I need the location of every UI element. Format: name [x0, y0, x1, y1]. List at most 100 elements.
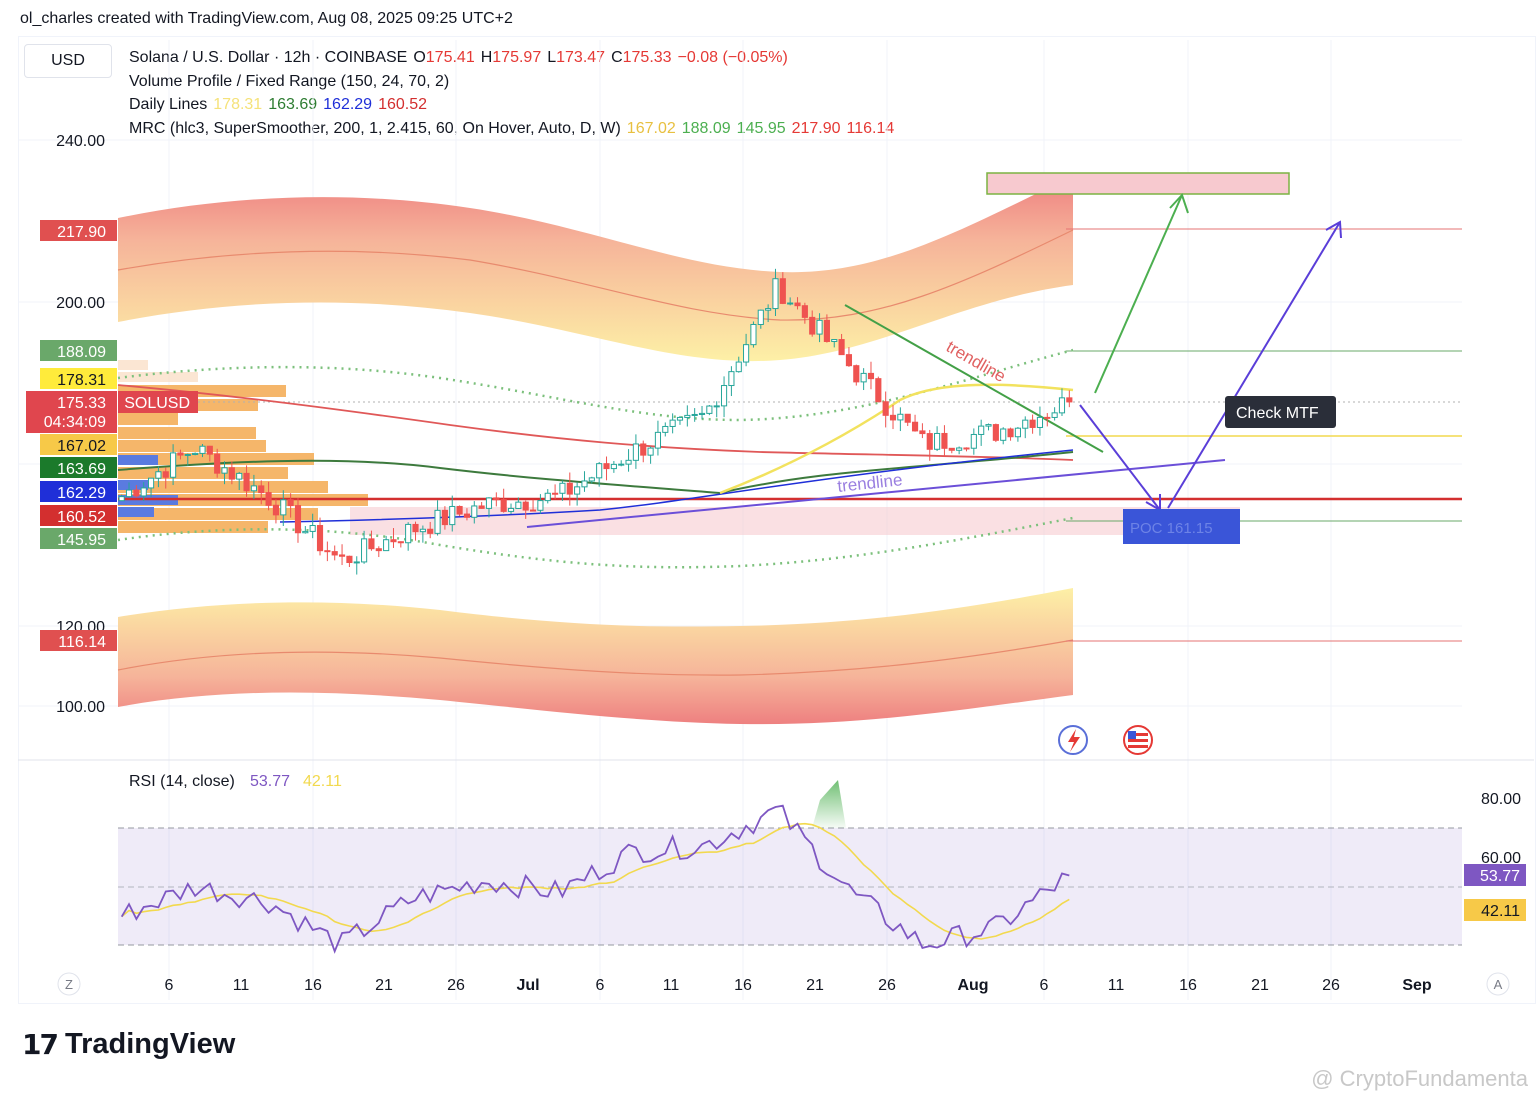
daily-lines-legend[interactable]: Daily Lines 178.31 163.69 162.29 160.52	[129, 96, 433, 114]
time-tick-aug-11: 11	[1108, 977, 1125, 994]
candle-body	[118, 496, 125, 502]
candle-body	[728, 371, 735, 387]
candle-body	[184, 453, 191, 456]
candle-body	[669, 419, 676, 427]
mrc-legend[interactable]: MRC (hlc3, SuperSmoother, 200, 1, 2.415,…	[129, 120, 900, 138]
candle-body	[919, 430, 926, 435]
low-label: L	[547, 49, 557, 66]
candle-body	[529, 509, 537, 512]
candle-body	[970, 433, 977, 449]
candle-body	[427, 528, 434, 534]
zoom-button[interactable]: Z	[57, 972, 81, 996]
candle-body	[478, 505, 485, 509]
badge-167-02: 167.02	[57, 438, 106, 455]
trendline-up	[526, 459, 1226, 528]
open-value: 175.41	[425, 49, 475, 66]
time-tick-jul-6: 6	[596, 977, 605, 994]
candle-body	[177, 452, 184, 456]
time-tick-aug-26: 26	[1322, 977, 1340, 994]
candle-body	[485, 497, 493, 509]
candle-body	[338, 554, 346, 557]
candle-body	[206, 445, 213, 455]
candle-body	[449, 505, 456, 526]
candle-body	[544, 492, 551, 502]
watermark: @ CryptoFundamenta	[1311, 1066, 1528, 1091]
candle-body	[978, 425, 985, 435]
badge-175-33: 175.33	[57, 395, 106, 412]
candle-body	[882, 401, 889, 416]
candle-body	[1029, 419, 1036, 428]
rsi-line	[120, 804, 1070, 954]
us-flag-event-icon[interactable]	[1123, 725, 1153, 755]
tradingview-logo[interactable]: 17 TradingView	[22, 1028, 235, 1061]
candle-body	[287, 499, 294, 507]
candle-body	[757, 309, 764, 325]
candle-body	[853, 365, 860, 383]
tradingview-logo-icon: 17	[22, 1028, 59, 1061]
candle-body	[390, 539, 397, 543]
candle-body	[765, 308, 772, 311]
candle-body	[294, 505, 302, 534]
mrc-upper-inner-dots	[117, 348, 1074, 422]
time-tick-jul: Jul	[516, 977, 539, 994]
candle-body	[162, 471, 169, 478]
time-tick-jun-16: 16	[304, 977, 322, 994]
currency-selector[interactable]: USD	[24, 44, 112, 78]
candle-body	[956, 447, 963, 451]
event-icons[interactable]	[1058, 725, 1153, 755]
chart-credit-header: ol_charles created with TradingView.com,…	[20, 10, 513, 27]
candle-body	[691, 413, 698, 416]
mrc-value-3: 145.95	[736, 120, 786, 137]
symbol-name: Solana / U.S. Dollar · 12h · COINBASE	[129, 49, 408, 66]
candle-body	[632, 443, 639, 461]
mrc-lower-inner-dots	[117, 516, 1074, 569]
candle-body	[845, 354, 853, 367]
candle-body	[559, 482, 566, 494]
rsi-badge-ma: 42.11	[1481, 903, 1520, 920]
mrc-value-4: 217.90	[791, 120, 841, 137]
candle-body	[867, 372, 875, 380]
high-value: 175.97	[492, 49, 542, 66]
candle-body	[250, 485, 257, 492]
candle-body	[662, 425, 669, 433]
candle-body	[743, 344, 750, 363]
candle-body	[911, 421, 919, 432]
auto-scale-button[interactable]: A	[1486, 972, 1510, 996]
candle-body	[706, 405, 713, 414]
time-axis: 6 11 16 21 26 Jul 6 11 16 21 26 Aug 6 11…	[165, 977, 1432, 994]
badge-188-09: 188.09	[57, 344, 106, 361]
price-tick-200: 200.00	[56, 295, 105, 312]
candle-body	[522, 501, 529, 511]
projection-arrows	[1079, 193, 1342, 512]
price-tick-100: 100.00	[56, 699, 105, 716]
time-tick-aug-21: 21	[1251, 977, 1269, 994]
check-mtf-note[interactable]: Check MTF	[1225, 396, 1336, 428]
candle-body	[537, 500, 544, 511]
lightning-event-icon[interactable]	[1058, 725, 1088, 755]
check-mtf-label: Check MTF	[1236, 405, 1319, 422]
candle-body	[221, 467, 228, 474]
candle-body	[133, 489, 140, 497]
badge-116-14: 116.14	[58, 634, 106, 651]
daily-line-value-3: 162.29	[323, 96, 373, 113]
rsi-ma-line	[121, 822, 1070, 940]
candle-body	[280, 499, 287, 516]
candle-body	[684, 414, 691, 418]
time-tick-aug-6: 6	[1040, 977, 1049, 994]
candle-body	[992, 424, 999, 441]
candle-body	[412, 523, 419, 533]
candle-body	[787, 302, 794, 305]
badge-162-29: 162.29	[57, 485, 106, 502]
change-value: −0.08 (−0.05%)	[677, 49, 788, 66]
volume-profile-legend[interactable]: Volume Profile / Fixed Range (150, 24, 7…	[129, 73, 450, 90]
trendline-down	[844, 304, 1104, 453]
candle-body	[302, 530, 309, 534]
time-tick-aug: Aug	[957, 977, 988, 994]
candle-body	[963, 447, 970, 450]
target-zone	[986, 172, 1290, 195]
symbol-legend[interactable]: Solana / U.S. Dollar · 12h · COINBASE O17…	[129, 49, 794, 67]
candle-body	[1058, 397, 1066, 414]
candle-body	[368, 538, 375, 550]
candle-body	[324, 550, 331, 553]
